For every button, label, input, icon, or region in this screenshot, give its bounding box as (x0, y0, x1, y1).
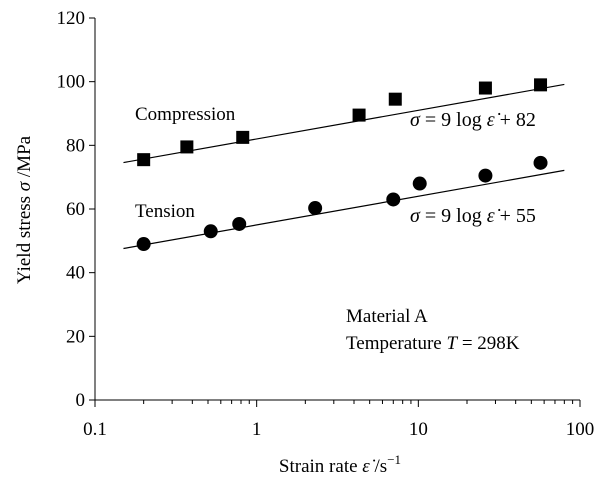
equation-compression: σ = 9 log ε̇ + 82 (410, 109, 536, 131)
fit-line-compression (123, 83, 565, 164)
y-tick-label: 20 (66, 326, 85, 347)
x-axis-label: Strain rate ε̇ /s−1 (279, 452, 401, 477)
y-tick-label: 0 (76, 390, 86, 411)
data-point-compression (478, 81, 492, 95)
ticks: 0 20 40 60 80 100 120 0.1 1 10 100 (57, 8, 595, 440)
y-axis-label: Yield stress σ /MPa (14, 135, 35, 284)
data-point-tension (308, 201, 323, 216)
data-points (136, 78, 548, 252)
data-point-compression (534, 78, 548, 92)
y-tick-label: 120 (57, 8, 86, 29)
data-point-tension (533, 155, 548, 170)
equation-tension: σ = 9 log ε̇ + 55 (410, 205, 536, 227)
x-tick-label: 10 (409, 419, 428, 440)
data-point-compression (236, 130, 250, 144)
fit-lines (123, 83, 565, 250)
series-label-tension: Tension (135, 201, 195, 222)
y-tick-label: 40 (66, 263, 85, 284)
data-point-compression (137, 153, 151, 167)
data-point-compression (388, 92, 402, 106)
series-label-compression: Compression (135, 104, 236, 125)
x-tick-label: 100 (566, 419, 595, 440)
data-point-tension (203, 224, 218, 239)
fit-line-tension (123, 169, 565, 250)
material-label: Material A (346, 306, 428, 327)
data-point-compression (180, 140, 194, 154)
y-tick-label: 60 (66, 199, 85, 220)
data-point-tension (232, 216, 247, 231)
data-point-tension (136, 237, 151, 252)
data-point-tension (386, 192, 401, 207)
x-tick-label: 0.1 (83, 419, 107, 440)
data-point-tension (412, 176, 427, 191)
y-tick-label: 100 (57, 72, 86, 93)
data-point-tension (478, 168, 493, 183)
y-tick-label: 80 (66, 135, 85, 156)
x-tick-label: 1 (252, 419, 262, 440)
data-point-compression (352, 108, 366, 122)
temperature-label: Temperature T = 298K (346, 333, 520, 354)
